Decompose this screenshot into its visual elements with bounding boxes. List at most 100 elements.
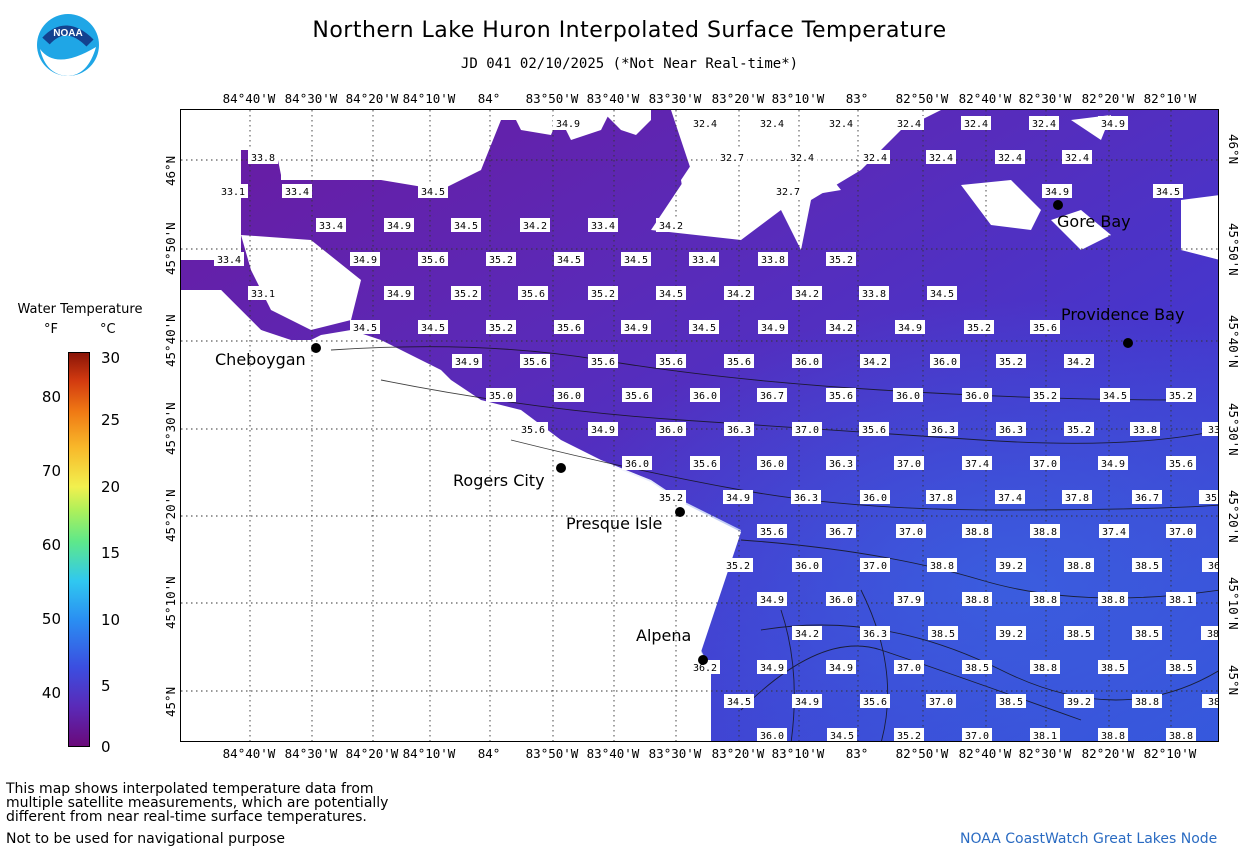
temperature-label: 33.8 xyxy=(758,252,788,266)
city-label-cheboygan: Cheboygan xyxy=(215,350,306,369)
temperature-label-bg xyxy=(926,490,956,504)
temperature-label: 37.0 xyxy=(1166,524,1196,538)
temperature-value: 35.6 xyxy=(829,391,853,402)
temperature-value: 37.8 xyxy=(929,493,953,504)
credit-text: NOAA CoastWatch Great Lakes Node xyxy=(960,831,1218,847)
temperature-label: 38.8 xyxy=(962,524,992,538)
page-subtitle: JD 041 02/10/2025 (*Not Near Real-time*) xyxy=(460,56,799,72)
temperature-label: 34.2 xyxy=(792,626,822,640)
temperature-label: 35.6 xyxy=(1166,456,1196,470)
temperature-label-bg xyxy=(860,150,890,164)
temperature-label-bg xyxy=(1202,694,1218,708)
temperature-value: 36. xyxy=(1208,561,1219,572)
temperature-label-bg xyxy=(826,320,856,334)
temperature-label-bg xyxy=(418,252,448,266)
temperature-value: 32.7 xyxy=(720,153,744,164)
temperature-label: 36.3 xyxy=(928,422,958,436)
temperature-label-bg xyxy=(893,388,923,402)
temperature-value: 32.4 xyxy=(790,153,814,164)
temperature-label-bg xyxy=(717,150,747,164)
temperature-label: 34.2 xyxy=(520,218,550,232)
lon-label-bottom: 84°30'W xyxy=(284,746,338,761)
land-mass xyxy=(1051,210,1111,250)
temperature-label: 38.5 xyxy=(962,660,992,674)
temperature-label: 35.2 xyxy=(451,286,481,300)
temperature-label-bg xyxy=(248,286,278,300)
temperature-label: 35.6 xyxy=(554,320,584,334)
temperature-label-bg xyxy=(689,320,719,334)
temperature-label: 35.0 xyxy=(486,388,516,402)
temperature-label: 36.0 xyxy=(860,490,890,504)
temperature-value: 36.0 xyxy=(863,493,887,504)
legend-tick-f: 70 xyxy=(41,462,61,480)
temperature-value: 34.2 xyxy=(1067,357,1091,368)
temperature-value: 33.4 xyxy=(591,221,615,232)
temperature-value: 36.0 xyxy=(625,459,649,470)
temperature-value: 34.9 xyxy=(829,663,853,674)
temperature-label: 34.9 xyxy=(792,694,822,708)
temperature-label: 34.2 xyxy=(724,286,754,300)
temperature-label-bg xyxy=(723,490,753,504)
temperature-value: 34.9 xyxy=(387,221,411,232)
temperature-label: 37.0 xyxy=(1030,456,1060,470)
temperature-value: 35.2 xyxy=(999,357,1023,368)
lon-label-top: 84°40'W xyxy=(222,91,276,106)
temperature-label: 38.5 xyxy=(928,626,958,640)
temperature-value: 33.8 xyxy=(761,255,785,266)
temperature-label: 35.6 xyxy=(1030,320,1060,334)
temperature-value: 33.4 xyxy=(285,187,309,198)
temperature-label: 32.4 xyxy=(860,150,890,164)
temperature-label-bg xyxy=(520,218,550,232)
temperature-label-bg xyxy=(757,592,787,606)
temperature-label: 38.5 xyxy=(1132,558,1162,572)
temperature-label: 38. xyxy=(1202,694,1218,708)
temperature-value: 38.1 xyxy=(1033,731,1057,742)
temperature-label-bg xyxy=(757,660,787,674)
temperature-label-bg xyxy=(218,184,248,198)
lon-label-bottom: 82°50'W xyxy=(895,746,949,761)
temperature-label: 34.9 xyxy=(723,490,753,504)
temperature-value: 36.0 xyxy=(760,459,784,470)
temperature-label-bg xyxy=(1064,422,1094,436)
lat-label-right: 45°20'N xyxy=(1226,490,1241,543)
temperature-label: 34.5 xyxy=(827,728,857,741)
temperature-label: 32.4 xyxy=(961,116,991,130)
temperature-label-bg xyxy=(996,626,1026,640)
lat-label-right: 46°N xyxy=(1226,134,1241,165)
temperature-value: 35.6 xyxy=(521,289,545,300)
temperature-value: 35.2 xyxy=(1067,425,1091,436)
temperature-label-bg xyxy=(926,150,956,164)
temperature-label: 35.2 xyxy=(723,558,753,572)
temperature-label-bg xyxy=(860,490,890,504)
temperature-label: 34.9 xyxy=(758,320,788,334)
navigation-warning: Not to be used for navigational purpose xyxy=(6,831,285,847)
temperature-value: 32.4 xyxy=(829,119,853,130)
lat-label-left: 45°50'N xyxy=(163,222,178,275)
temperature-label-bg xyxy=(787,150,817,164)
temperature-label-bg xyxy=(656,422,686,436)
temperature-label: 35.2 xyxy=(1030,388,1060,402)
temperature-value: 39.2 xyxy=(999,629,1023,640)
city-label-presque-isle: Presque Isle xyxy=(566,514,663,533)
temperature-value: 32.4 xyxy=(1032,119,1056,130)
lat-label-left: 45°20'N xyxy=(163,489,178,542)
temperature-label-bg xyxy=(350,320,380,334)
lon-label-bottom: 84°10'W xyxy=(402,746,456,761)
land-mass xyxy=(1181,195,1218,260)
temperature-label: 36.7 xyxy=(826,524,856,538)
temperature-value: 35.0 xyxy=(489,391,513,402)
city-label-providence-bay: Providence Bay xyxy=(1061,305,1185,324)
temperature-label-bg xyxy=(1132,626,1162,640)
temperature-label-bg xyxy=(894,116,924,130)
temperature-label: 38.8 xyxy=(962,592,992,606)
temperature-label-bg xyxy=(1100,388,1130,402)
temperature-value: 38.8 xyxy=(1169,731,1193,742)
temperature-value: 36.7 xyxy=(1135,493,1159,504)
temperature-label: 36.0 xyxy=(792,354,822,368)
map-svg: 34.9 32.4 32.4 32.4 32.4 32.4 32.4 34.9 33.8 32.7… xyxy=(181,110,1219,742)
temperature-value: 37.8 xyxy=(1065,493,1089,504)
city-label-gore-bay: Gore Bay xyxy=(1057,212,1131,231)
temperature-value: 34.2 xyxy=(795,289,819,300)
lon-label-top: 83°30'W xyxy=(648,91,702,106)
lat-label-right: 45°50'N xyxy=(1226,223,1241,276)
